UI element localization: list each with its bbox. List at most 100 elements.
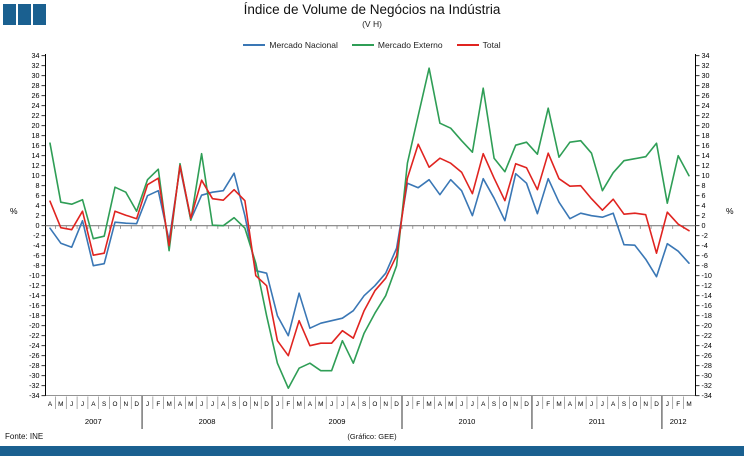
svg-text:14: 14 xyxy=(702,151,710,160)
svg-text:-16: -16 xyxy=(702,301,712,310)
svg-text:2008: 2008 xyxy=(199,417,216,426)
svg-text:J: J xyxy=(341,401,344,408)
svg-text:M: M xyxy=(166,401,171,408)
legend-label-mercado-nacional: Mercado Nacional xyxy=(269,40,338,50)
svg-text:A: A xyxy=(611,401,616,408)
svg-text:-20: -20 xyxy=(702,321,712,330)
chart-header: Índice de Volume de Negócios na Indústri… xyxy=(0,2,744,29)
svg-text:N: N xyxy=(643,401,648,408)
svg-text:-22: -22 xyxy=(29,331,39,340)
svg-text:J: J xyxy=(601,401,604,408)
legend-label-mercado-externo: Mercado Externo xyxy=(377,40,443,50)
svg-text:8: 8 xyxy=(702,181,706,190)
footer-bar xyxy=(0,446,744,456)
svg-text:A: A xyxy=(481,401,486,408)
svg-text:-10: -10 xyxy=(702,271,712,280)
svg-text:O: O xyxy=(112,401,117,408)
svg-text:32: 32 xyxy=(32,61,40,70)
svg-text:4: 4 xyxy=(36,201,40,210)
svg-text:A: A xyxy=(221,401,226,408)
svg-text:-2: -2 xyxy=(702,231,708,240)
svg-text:-34: -34 xyxy=(702,391,712,400)
legend-item-mercado-nacional: Mercado Nacional xyxy=(243,40,338,50)
logo-square-3 xyxy=(33,4,46,25)
credit-note: (Gráfico: GEE) xyxy=(347,432,397,441)
svg-text:12: 12 xyxy=(702,161,710,170)
svg-text:26: 26 xyxy=(702,91,710,100)
svg-text:-26: -26 xyxy=(702,351,712,360)
svg-text:-4: -4 xyxy=(33,241,39,250)
svg-text:-22: -22 xyxy=(702,331,712,340)
svg-text:2007: 2007 xyxy=(85,417,102,426)
svg-text:22: 22 xyxy=(702,111,710,120)
svg-text:-30: -30 xyxy=(29,371,39,380)
svg-text:N: N xyxy=(124,401,129,408)
svg-text:-12: -12 xyxy=(29,281,39,290)
svg-text:M: M xyxy=(686,401,691,408)
svg-text:M: M xyxy=(448,401,453,408)
svg-text:A: A xyxy=(48,401,53,408)
svg-text:D: D xyxy=(524,401,529,408)
source-note: Fonte: INE xyxy=(5,432,44,441)
svg-text:-16: -16 xyxy=(29,301,39,310)
svg-text:A: A xyxy=(91,401,96,408)
svg-text:N: N xyxy=(513,401,518,408)
chart-title: Índice de Volume de Negócios na Indústri… xyxy=(243,2,501,17)
svg-text:-32: -32 xyxy=(702,381,712,390)
svg-text:-2: -2 xyxy=(33,231,39,240)
svg-text:30: 30 xyxy=(32,71,40,80)
svg-text:M: M xyxy=(556,401,561,408)
svg-text:0: 0 xyxy=(702,221,706,230)
svg-text:J: J xyxy=(146,401,149,408)
svg-text:A: A xyxy=(178,401,183,408)
svg-text:A: A xyxy=(351,401,356,408)
svg-text:22: 22 xyxy=(32,111,40,120)
legend-line-green-icon xyxy=(351,44,374,46)
svg-text:J: J xyxy=(460,401,463,408)
svg-text:-8: -8 xyxy=(33,261,39,270)
svg-text:-20: -20 xyxy=(29,321,39,330)
svg-text:2010: 2010 xyxy=(459,417,476,426)
svg-text:0: 0 xyxy=(36,221,40,230)
svg-text:30: 30 xyxy=(702,71,710,80)
svg-text:10: 10 xyxy=(702,171,710,180)
svg-text:-14: -14 xyxy=(29,291,39,300)
svg-text:N: N xyxy=(253,401,258,408)
svg-text:20: 20 xyxy=(702,121,710,130)
svg-text:2009: 2009 xyxy=(329,417,346,426)
svg-text:D: D xyxy=(134,401,139,408)
svg-text:-8: -8 xyxy=(702,261,708,270)
svg-text:-30: -30 xyxy=(702,371,712,380)
svg-text:J: J xyxy=(276,401,279,408)
svg-text:J: J xyxy=(330,401,333,408)
svg-text:-28: -28 xyxy=(29,361,39,370)
svg-text:6: 6 xyxy=(702,191,706,200)
svg-text:18: 18 xyxy=(702,131,710,140)
svg-text:-18: -18 xyxy=(29,311,39,320)
logo-square-1 xyxy=(3,4,16,25)
legend-item-total: Total xyxy=(456,40,501,50)
svg-text:F: F xyxy=(156,401,160,408)
svg-text:26: 26 xyxy=(32,91,40,100)
svg-text:2: 2 xyxy=(702,211,706,220)
svg-text:S: S xyxy=(492,401,496,408)
svg-text:S: S xyxy=(622,401,626,408)
svg-text:J: J xyxy=(211,401,214,408)
svg-text:S: S xyxy=(232,401,236,408)
svg-text:-6: -6 xyxy=(33,251,39,260)
svg-text:16: 16 xyxy=(32,141,40,150)
svg-text:8: 8 xyxy=(36,181,40,190)
ine-logo xyxy=(3,4,46,25)
svg-text:J: J xyxy=(81,401,84,408)
svg-text:24: 24 xyxy=(32,101,40,110)
svg-text:28: 28 xyxy=(32,81,40,90)
svg-text:D: D xyxy=(394,401,399,408)
svg-text:J: J xyxy=(471,401,474,408)
svg-text:M: M xyxy=(188,401,193,408)
svg-text:-34: -34 xyxy=(29,391,39,400)
svg-text:28: 28 xyxy=(702,81,710,90)
svg-text:-4: -4 xyxy=(702,241,708,250)
legend-line-blue-icon xyxy=(243,44,266,46)
svg-text:M: M xyxy=(318,401,323,408)
